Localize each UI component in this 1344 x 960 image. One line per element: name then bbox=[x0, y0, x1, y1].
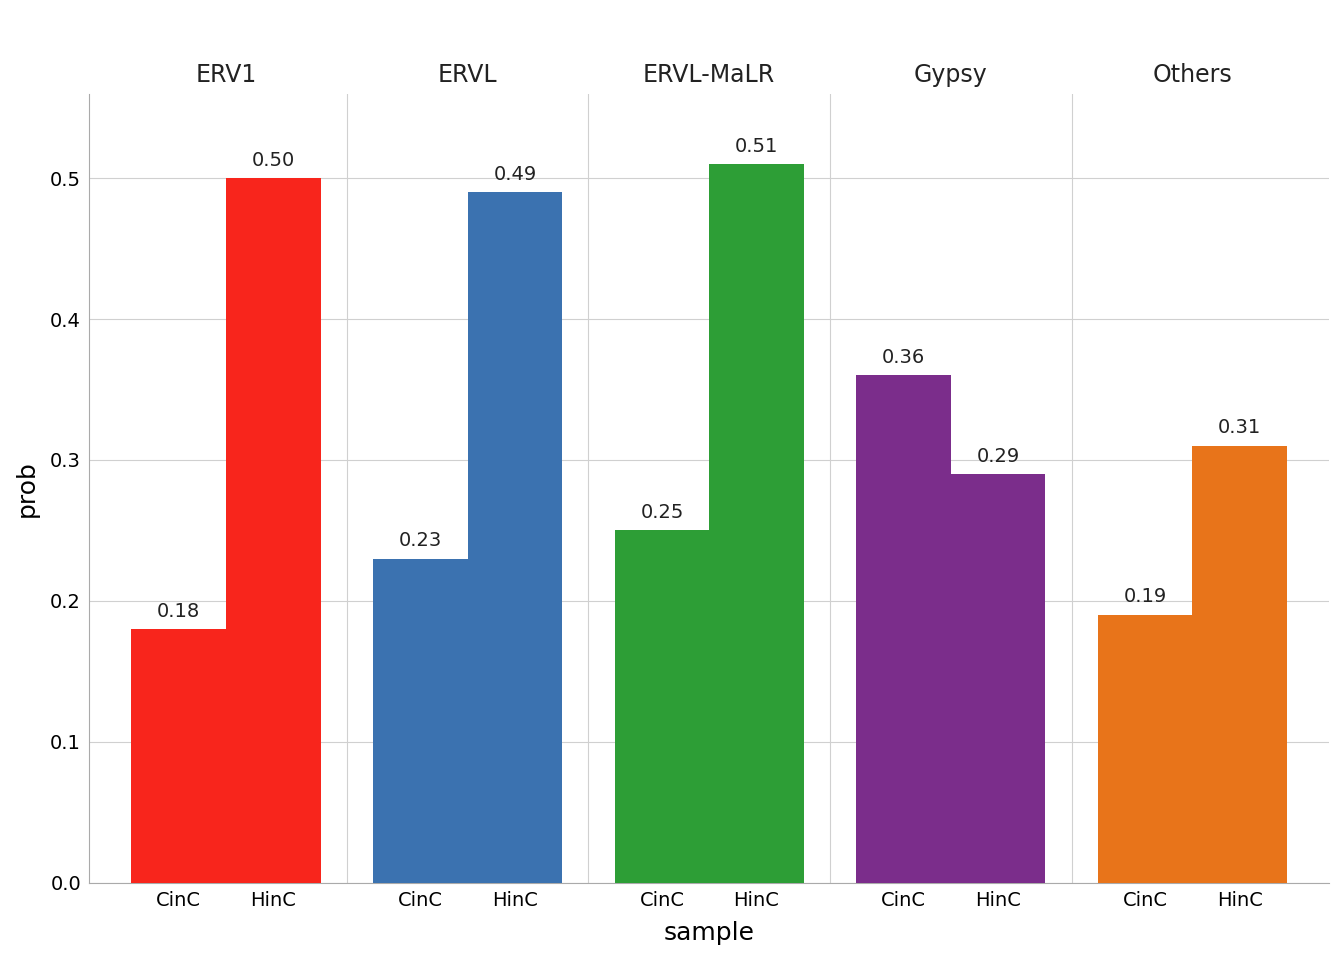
X-axis label: sample: sample bbox=[664, 921, 755, 945]
Text: 0.19: 0.19 bbox=[1124, 588, 1167, 607]
Bar bbox=[950, 474, 1046, 882]
Text: 0.29: 0.29 bbox=[977, 446, 1020, 466]
Text: 0.31: 0.31 bbox=[1218, 419, 1261, 438]
Bar bbox=[1098, 614, 1192, 882]
Text: 0.36: 0.36 bbox=[882, 348, 925, 367]
Text: 0.25: 0.25 bbox=[640, 503, 684, 522]
Text: 0.23: 0.23 bbox=[399, 531, 442, 550]
Bar bbox=[710, 164, 804, 882]
Text: 0.51: 0.51 bbox=[735, 136, 778, 156]
Bar bbox=[468, 192, 562, 882]
Bar bbox=[374, 559, 468, 882]
Text: Gypsy: Gypsy bbox=[914, 62, 988, 86]
Text: ERVL-MaLR: ERVL-MaLR bbox=[642, 62, 775, 86]
Y-axis label: prob: prob bbox=[15, 460, 39, 516]
Bar bbox=[226, 179, 321, 882]
Text: ERVL: ERVL bbox=[438, 62, 497, 86]
Text: 0.49: 0.49 bbox=[493, 165, 536, 183]
Bar bbox=[614, 530, 710, 882]
Text: Others: Others bbox=[1153, 62, 1232, 86]
Bar bbox=[132, 629, 226, 882]
Text: 0.18: 0.18 bbox=[157, 602, 200, 620]
Text: 0.50: 0.50 bbox=[251, 151, 294, 170]
Bar bbox=[856, 375, 950, 882]
Text: ERV1: ERV1 bbox=[195, 62, 257, 86]
Bar bbox=[1192, 445, 1288, 882]
